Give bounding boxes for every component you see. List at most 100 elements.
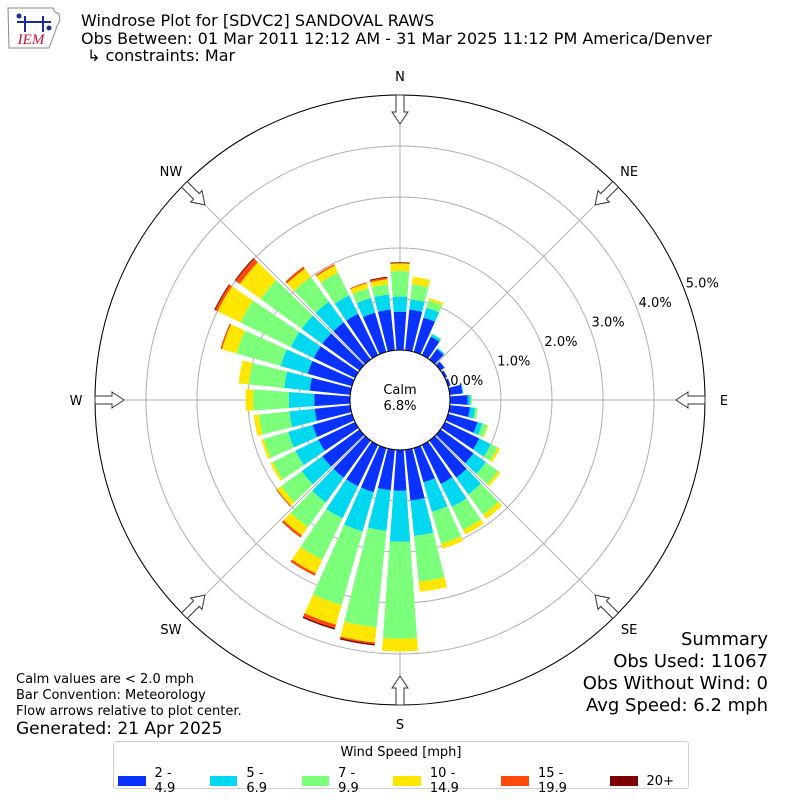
radial-tick-label: 1.0%	[497, 354, 530, 369]
wind-bar-segment	[435, 361, 445, 371]
wind-bar-segment	[382, 638, 418, 652]
wind-bar-segment	[311, 468, 344, 503]
wind-bar-segment	[390, 270, 410, 297]
legend-label: 5 - 6.9	[246, 766, 268, 796]
direction-labels: N NE E SE S SW W NW	[70, 70, 729, 733]
wind-bar-segment	[263, 431, 294, 458]
legend-item: 7 - 9.9	[301, 766, 380, 796]
wind-bar-segment	[301, 315, 332, 344]
wind-bar-segment	[281, 471, 313, 503]
wind-bar-segment	[248, 362, 288, 389]
wind-bar-segment	[377, 309, 395, 352]
note-calm: Calm values are < 2.0 mph	[16, 672, 195, 687]
wind-bar-segment	[289, 408, 317, 428]
wind-bar-segment	[374, 294, 391, 312]
wind-bar-segment	[238, 360, 253, 385]
flow-arrow	[594, 180, 620, 206]
wind-bar-segment	[239, 262, 277, 299]
windrose-bars	[214, 258, 503, 652]
wind-bar-segment	[290, 331, 321, 359]
flow-arrow	[180, 180, 206, 206]
wind-bar-segment	[418, 577, 447, 592]
note-flow-arrows: Flow arrows relative to plot center.	[16, 704, 242, 719]
wind-bar-segment	[451, 498, 481, 530]
wind-bar-segment	[431, 333, 442, 340]
wind-bar-segment	[300, 508, 343, 560]
legend-title: Wind Speed [mph]	[340, 745, 462, 760]
wind-bar-segment	[333, 435, 371, 478]
wind-bar-segment	[312, 524, 363, 606]
direction-arrows	[94, 94, 706, 706]
calm-value: 6.8%	[383, 399, 417, 414]
wind-bar-segment	[414, 532, 445, 582]
direction-gridline	[183, 435, 365, 617]
wind-bar-segment	[276, 486, 295, 506]
wind-bar-segment	[333, 322, 371, 365]
wind-bar-segment	[315, 264, 335, 277]
legend-swatch	[393, 776, 421, 786]
wind-bar-segment	[322, 429, 365, 467]
wind-bar-segment	[470, 394, 472, 406]
wind-bar-segment	[320, 272, 350, 304]
wind-bar-segment	[340, 621, 377, 643]
wind-bar-segment	[318, 421, 359, 451]
legend-swatch	[209, 776, 238, 786]
wind-bar-segment	[270, 461, 283, 481]
wind-bar-segment	[393, 449, 407, 491]
legend-swatch	[609, 776, 638, 786]
radial-tick-label: 5.0%	[686, 276, 719, 291]
wind-bar-segment	[350, 282, 367, 290]
chart-title-line1: Windrose Plot for [SDVC2] SANDOVAL RAWS	[81, 11, 435, 30]
wind-bar-segment	[370, 277, 388, 283]
wind-bar-segment	[405, 448, 425, 501]
logo-text: IEM	[17, 32, 46, 48]
wind-bar-segment	[445, 378, 451, 387]
wind-bar-segment	[390, 262, 410, 264]
wind-bar-segment	[370, 279, 389, 288]
wind-bar-segment	[346, 441, 379, 487]
iem-logo: IEM	[7, 7, 61, 49]
wind-bar-segment	[214, 284, 230, 311]
wind-bar-segment	[426, 300, 443, 313]
wind-bar-segment	[382, 541, 418, 639]
legend-swatch	[301, 776, 330, 786]
wind-bar-segment	[423, 478, 448, 512]
wind-bar-segment	[272, 450, 304, 480]
direction-label-w: W	[70, 394, 83, 409]
wind-bar-segment	[421, 441, 453, 484]
wind-bar-segment	[322, 333, 365, 371]
wind-bar-segment	[235, 258, 258, 284]
wind-bar-segment	[215, 284, 232, 312]
legend: Wind Speed [mph] 2 - 4.9 5 - 6.9 7 - 9.9 10…	[113, 741, 689, 796]
wind-bar-segment	[217, 286, 254, 323]
wind-bar-segment	[482, 424, 489, 438]
legend-label: 2 - 4.9	[154, 766, 176, 796]
chart-title-line3: ↳ constraints: Mar	[87, 46, 236, 65]
wind-bar-segment	[356, 297, 376, 318]
wind-bar-segment	[483, 444, 498, 461]
wind-bar-segment	[465, 453, 486, 474]
wind-bar-segment	[448, 384, 463, 395]
wind-bar-segment	[435, 429, 474, 464]
wind-bar-segment	[413, 445, 435, 483]
wind-bar-segment	[287, 268, 311, 291]
wind-bar-segment	[261, 438, 271, 459]
wind-bar-segment	[240, 300, 300, 347]
wind-bar-segment	[315, 301, 344, 332]
radial-tick-label: 4.0%	[639, 296, 672, 311]
wind-bar-segment	[334, 295, 359, 321]
wind-bar-segment	[234, 258, 255, 281]
wind-bar-segment	[221, 324, 245, 354]
radial-tick-labels: 0.0% 1.0% 2.0% 3.0% 4.0% 5.0%	[450, 276, 719, 389]
wind-bar-segment	[291, 546, 323, 574]
calm-circle	[349, 349, 451, 451]
wind-bar-segment	[473, 422, 483, 435]
legend-items: 2 - 4.9 5 - 6.9 7 - 9.9 10 - 14.9 15 - 19.9 2…	[118, 766, 688, 796]
wind-bar-segment	[253, 414, 263, 436]
wind-bar-segment	[431, 506, 462, 544]
summary-obs-without-wind: Obs Without Wind: 0	[582, 673, 768, 694]
wind-bar-segment	[468, 483, 499, 515]
wind-bar-segment	[276, 489, 291, 507]
legend-swatch	[118, 776, 146, 786]
